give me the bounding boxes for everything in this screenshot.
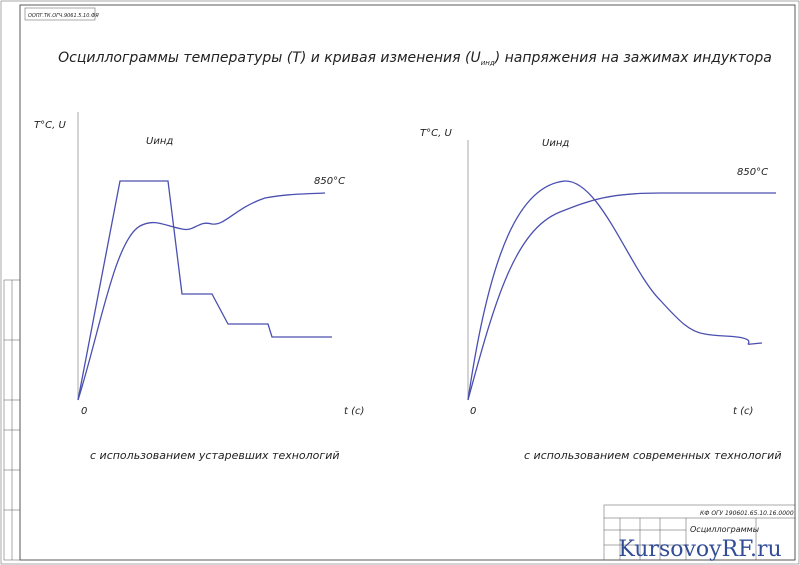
title-block-name: Осциллограммы bbox=[690, 525, 759, 534]
u-curve bbox=[77, 180, 332, 401]
stamp-box bbox=[24, 7, 96, 21]
t-curve bbox=[467, 192, 776, 401]
u-curve bbox=[467, 180, 763, 401]
stamp: ООПГ.ТК.ОГЧ.9061.5.10.ФЯ bbox=[28, 13, 99, 19]
title-block-code: КФ ОГУ 190601.65.10.16.0000 bbox=[700, 510, 794, 517]
u-label: Uинд bbox=[146, 136, 173, 147]
axis-y-label: T°C, U bbox=[34, 120, 66, 131]
watermark: KursovoyRF.ru bbox=[618, 537, 781, 562]
frame bbox=[19, 4, 796, 561]
left-strip bbox=[3, 279, 21, 561]
origin-label: 0 bbox=[470, 406, 476, 417]
u-label: Uинд bbox=[542, 138, 569, 149]
caption: с использованием устаревших технологий bbox=[90, 449, 340, 462]
t-label: 850°C bbox=[314, 176, 345, 187]
title: Осциллограммы температуры (T) и кривая и… bbox=[58, 50, 772, 67]
axis-x-label: t (c) bbox=[344, 406, 364, 417]
origin-label: 0 bbox=[81, 406, 87, 417]
t-curve bbox=[77, 192, 326, 401]
title-block bbox=[603, 504, 796, 561]
axis-y-label: T°C, U bbox=[420, 128, 452, 139]
caption: с использованием современных технологий bbox=[524, 449, 781, 462]
axis-x-label: t (c) bbox=[733, 406, 753, 417]
t-label: 850°C bbox=[737, 167, 768, 178]
